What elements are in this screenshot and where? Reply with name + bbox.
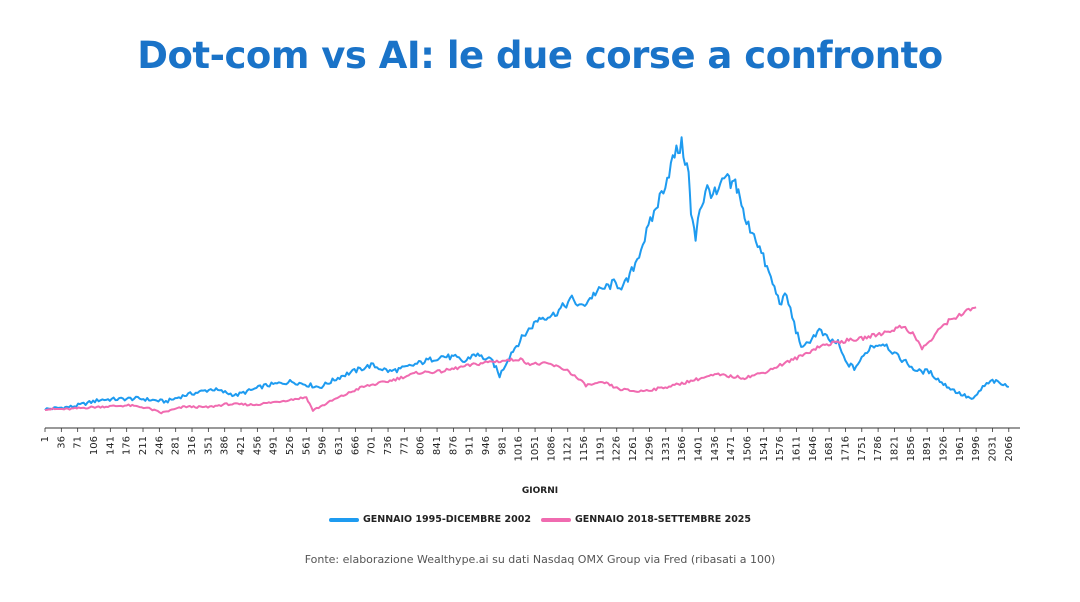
x-tick-label: 1261 (628, 436, 639, 461)
x-tick-label: 561 (301, 436, 312, 455)
x-tick-label: 1611 (791, 436, 802, 461)
x-tick-label: 1891 (922, 436, 933, 461)
x-tick-label: 1226 (612, 436, 623, 461)
x-tick-label: 1086 (546, 436, 557, 461)
x-axis-label: GIORNI (522, 486, 558, 496)
x-tick-label: 1296 (644, 436, 655, 461)
x-tick-label: 71 (73, 436, 84, 449)
x-tick-label: 1996 (971, 436, 982, 461)
x-tick-label: 911 (465, 436, 476, 455)
x-tick-label: 841 (432, 436, 443, 455)
x-tick-label: 141 (105, 436, 116, 455)
x-tick-label: 1646 (808, 436, 819, 461)
x-tick-label: 1716 (840, 436, 851, 461)
x-tick-label: 1436 (710, 436, 721, 461)
x-tick-label: 1821 (889, 436, 900, 461)
x-tick-label: 666 (350, 436, 361, 455)
x-tick-label: 1786 (873, 436, 884, 461)
x-tick-label: 1926 (938, 436, 949, 461)
x-tick-label: 1961 (955, 436, 966, 461)
x-tick-label: 1506 (742, 436, 753, 461)
x-tick-label: 1366 (677, 436, 688, 461)
x-tick-label: 456 (252, 436, 263, 455)
x-tick-label: 1 (40, 436, 51, 442)
x-tick-label: 946 (481, 436, 492, 455)
x-tick-label: 1541 (759, 436, 770, 461)
x-tick-label: 281 (171, 436, 182, 455)
x-tick-label: 1856 (906, 436, 917, 461)
series-lines (44, 136, 1010, 415)
x-tick-label: 1016 (514, 436, 525, 461)
series-line-dotcom (44, 136, 1010, 411)
x-tick-label: 526 (285, 436, 296, 455)
x-tick-label: 176 (122, 436, 133, 455)
x-tick-label: 736 (383, 436, 394, 455)
legend-item-dotcom: GENNAIO 1995-DICEMBRE 2002 (328, 514, 531, 525)
x-tick-label: 771 (399, 436, 410, 455)
legend: GENNAIO 1995-DICEMBRE 2002 GENNAIO 2018-… (0, 514, 1080, 525)
x-tick-label: 631 (334, 436, 345, 455)
x-tick-label: 246 (154, 436, 165, 455)
x-tick-label: 1401 (693, 436, 704, 461)
x-tick-label: 701 (367, 436, 378, 455)
x-tick-label: 2031 (987, 436, 998, 461)
x-tick-label: 316 (187, 436, 198, 455)
x-tick-label: 981 (497, 436, 508, 455)
legend-swatch-dotcom (328, 517, 359, 522)
x-tick-label: 1051 (530, 436, 541, 461)
series-line-ai (44, 306, 977, 415)
x-tick-label: 491 (269, 436, 280, 455)
x-tick-label: 36 (56, 436, 67, 449)
x-tick-label: 1576 (775, 436, 786, 461)
source-note: Fonte: elaborazione Wealthype.ai su dati… (304, 553, 776, 566)
x-tick-label: 211 (138, 436, 149, 455)
x-tick-label: 106 (89, 436, 100, 455)
x-tick-label: 1751 (857, 436, 868, 461)
legend-label-dotcom: GENNAIO 1995-DICEMBRE 2002 (362, 514, 531, 525)
legend-label-ai: GENNAIO 2018-SETTEMBRE 2025 (574, 514, 752, 525)
legend-item-ai: GENNAIO 2018-SETTEMBRE 2025 (540, 514, 752, 525)
x-tick-label: 806 (416, 436, 427, 455)
x-tick-label: 351 (203, 436, 214, 455)
legend-swatch-ai (540, 517, 571, 522)
x-tick-label: 421 (236, 436, 247, 455)
x-tick-label: 876 (448, 436, 459, 455)
x-tick-label: 1681 (824, 436, 835, 461)
x-tick-label: 1191 (595, 436, 606, 461)
x-tick-label: 386 (220, 436, 231, 455)
x-axis: 1 36 71 106 141 176 211 246 281 316 351 386 421 456 49… (40, 427, 1020, 461)
x-tick-label: 1471 (726, 436, 737, 461)
x-tick-label: 596 (318, 436, 329, 455)
x-tick-label: 2066 (1004, 436, 1015, 461)
x-tick-label: 1331 (661, 436, 672, 461)
chart-title: Dot-com vs AI: le due corse a confronto (137, 34, 943, 77)
x-tick-label: 1121 (563, 436, 574, 461)
x-tick-label: 1156 (579, 436, 590, 461)
